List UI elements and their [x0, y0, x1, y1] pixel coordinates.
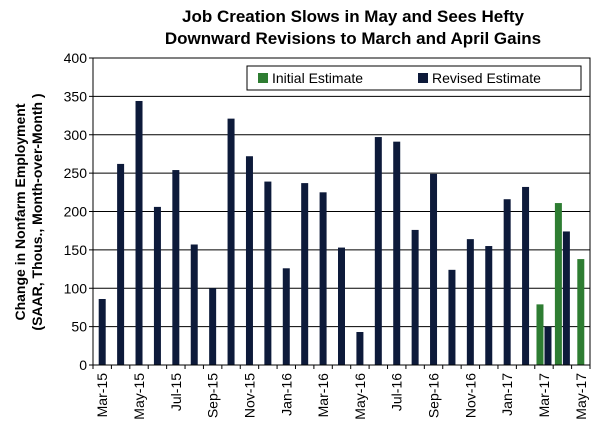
bar-revised-estimate	[448, 269, 456, 365]
y-tick-label: 400	[64, 50, 88, 66]
bar-revised-estimate	[544, 326, 552, 365]
y-tick-label: 250	[64, 165, 88, 181]
x-axis-ticks: Mar-15 May-15 Jul-15 Sep-15 Nov-15 Jan-16 Mar-…	[92, 365, 591, 420]
bar-revised-estimate	[245, 156, 253, 365]
bar-revised-estimate	[522, 186, 530, 365]
y-tick-label: 300	[64, 127, 88, 143]
legend-label-revised: Revised Estimate	[432, 70, 541, 86]
x-tick-label: May-16	[352, 373, 368, 420]
legend: Initial Estimate Revised Estimate	[246, 65, 582, 91]
x-tick-label: Sep-15	[205, 373, 221, 418]
x-tick-label: Mar-15	[94, 373, 110, 418]
x-tick-label: Nov-15	[241, 373, 257, 418]
y-tick-label: 350	[64, 88, 88, 104]
bar-revised-estimate	[190, 244, 198, 365]
bar-revised-estimate	[209, 288, 217, 365]
x-tick-label: May-15	[131, 373, 147, 420]
x-tick-label: Jan-17	[499, 373, 515, 416]
bar-revised-estimate	[172, 170, 180, 365]
chart-title-line-2: Downward Revisions to March and April Ga…	[165, 29, 541, 48]
x-tick-label: Jan-16	[278, 373, 294, 416]
bar-revised-estimate	[485, 246, 493, 365]
bar-revised-estimate	[430, 173, 438, 365]
x-tick-label: Sep-16	[426, 373, 442, 418]
x-tick-label: Jul-16	[389, 373, 405, 411]
bar-revised-estimate	[264, 181, 272, 365]
x-tick-label: Mar-16	[315, 373, 331, 418]
bar-initial-estimate	[577, 259, 585, 365]
bar-revised-estimate	[319, 192, 327, 365]
bar-revised-estimate	[153, 206, 161, 365]
y-tick-label: 200	[64, 204, 88, 220]
x-tick-label: Nov-16	[462, 373, 478, 418]
bar-revised-estimate	[393, 141, 401, 365]
bar-revised-estimate	[411, 229, 419, 365]
bar-revised-estimate	[282, 268, 290, 365]
y-tick-label: 50	[71, 319, 87, 335]
y-axis-label-line-2: (SAAR, Thous., Month-over-Month )	[29, 93, 45, 330]
bar-revised-estimate	[227, 118, 235, 365]
bar-revised-estimate	[503, 199, 511, 365]
bar-revised-estimate	[466, 239, 474, 365]
x-tick-label: Mar-17	[536, 373, 552, 418]
bar-initial-estimate	[554, 203, 562, 365]
y-axis-label-line-1: Change in Nonfarm Employment	[12, 103, 28, 320]
x-tick-label: May-17	[573, 373, 589, 420]
legend-box	[246, 65, 582, 91]
bar-revised-estimate	[98, 298, 106, 365]
y-axis-ticks: 0 50 100 150 200 250 300 350 400	[64, 50, 93, 373]
y-axis-label: Change in Nonfarm Employment (SAAR, Thou…	[12, 93, 45, 330]
bar-revised-estimate	[301, 183, 309, 365]
legend-swatch-initial	[258, 73, 268, 83]
bar-revised-estimate	[356, 331, 364, 365]
bar-revised-estimate	[374, 137, 382, 365]
y-tick-label: 100	[64, 280, 88, 296]
y-tick-label: 0	[79, 357, 87, 373]
x-tick-label: Jul-15	[168, 373, 184, 411]
y-tick-label: 150	[64, 242, 88, 258]
legend-swatch-revised	[418, 73, 428, 83]
chart-title-line-1: Job Creation Slows in May and Sees Hefty	[182, 7, 525, 26]
bar-initial-estimate	[536, 304, 544, 365]
bar-revised-estimate	[562, 231, 570, 365]
bar-revised-estimate	[135, 100, 143, 365]
bars	[98, 100, 585, 365]
bar-revised-estimate	[338, 247, 345, 365]
legend-label-initial: Initial Estimate	[272, 70, 363, 86]
plot-area-border	[92, 57, 591, 366]
bar-revised-estimate	[117, 163, 125, 365]
